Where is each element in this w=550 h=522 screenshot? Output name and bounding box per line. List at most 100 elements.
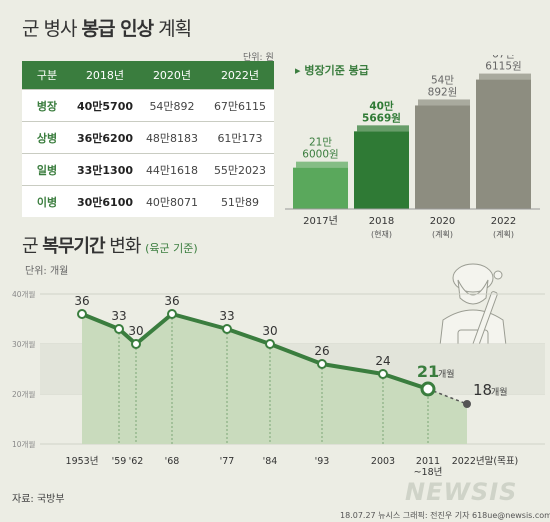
x-tick-label: ~18년 (414, 467, 443, 478)
bar-category-label: 2022 (491, 216, 516, 227)
bar (476, 79, 531, 210)
unit-label-month: 단위: 개월 (25, 266, 69, 277)
x-tick-label: 2003 (371, 456, 395, 467)
point-label: 24 (375, 354, 390, 368)
title1-suffix: 계획 (153, 18, 192, 40)
data-point (77, 309, 87, 319)
title1-prefix: 군 병사 (22, 18, 82, 40)
bar-legend: ▸ 병장기준 봉급 (295, 64, 369, 77)
pay-table: 구분 2018년 2020년 2022년 병장 40만5700 54만892 6… (22, 61, 274, 217)
x-tick-label: '84 (263, 456, 278, 467)
point-label: 36 (74, 294, 89, 308)
bar-legend-label: 병장기준 봉급 (304, 64, 369, 77)
data-point (222, 324, 232, 334)
table-cell: 48만8183 (145, 131, 199, 145)
bar-value-label: 5669원 (362, 111, 401, 124)
bar-value-label: 6000원 (302, 149, 338, 161)
bar-category-sub: (계획) (493, 229, 514, 239)
bar-value-label: 40만 (369, 99, 394, 112)
table-cell: 55만2023 (213, 163, 267, 177)
rank-cell: 이병 (36, 195, 58, 209)
data-point (317, 359, 327, 369)
bar-top (418, 99, 470, 106)
bar (415, 105, 470, 209)
bar-category-sub: (현재) (371, 230, 392, 239)
bar-top (357, 125, 409, 132)
point-label: 18 (473, 381, 492, 399)
bar-value-label: 54만 (431, 74, 454, 86)
y-tick-label: 20개월 (12, 389, 35, 399)
table-row: 상병 36만6200 48만8183 61만173 (22, 121, 274, 153)
bar-value-label: 67만 (492, 55, 515, 61)
data-point (114, 324, 124, 334)
bar (354, 131, 409, 209)
table-row: 병장 40만5700 54만892 67만6115 (22, 89, 274, 121)
bar-value-label: 21만 (309, 137, 332, 149)
point-label: 33 (219, 309, 234, 323)
x-tick-label: '59 (112, 456, 127, 467)
y-tick-label: 30개월 (12, 339, 35, 349)
point-label: 26 (314, 344, 329, 358)
header-cell: 2022년 (220, 69, 260, 82)
x-tick-label: 1953년 (66, 456, 99, 467)
table-cell: 67만6115 (213, 99, 267, 113)
data-point (378, 369, 388, 379)
data-point (167, 309, 177, 319)
data-point (420, 381, 436, 397)
title1-bold: 봉급 인상 (81, 18, 155, 40)
point-unit-label: 개월 (438, 368, 455, 380)
title2-prefix: 군 (22, 236, 43, 257)
table-cell: 40만5700 (76, 99, 134, 113)
data-point (131, 339, 141, 349)
y-tick-label: 10개월 (12, 439, 35, 449)
bar-top (296, 161, 348, 168)
table-row: 이병 30만6100 40만8071 51만89 (22, 185, 274, 217)
title2-bold: 복무기간 (42, 236, 105, 257)
chart-title-pay: 군 병사 봉급 인상 계획 (22, 14, 192, 41)
x-tick-label: 2011 (416, 456, 440, 467)
point-label: 33 (111, 309, 126, 323)
x-tick-label: '77 (220, 456, 235, 467)
newsis-logo: NEWSIS (405, 478, 518, 506)
x-tick-label: 2022년말(목표) (452, 455, 519, 467)
x-tick-label: '93 (315, 456, 330, 467)
rank-cell: 일병 (36, 163, 58, 177)
header-cell: 2018년 (85, 69, 125, 82)
table-cell: 33만1300 (76, 163, 134, 177)
source-note: 자료: 국방부 (12, 494, 65, 505)
table-cell: 51만89 (220, 195, 260, 209)
x-tick-label: '62 (129, 456, 144, 467)
point-label: 30 (128, 324, 143, 338)
rank-cell: 상병 (36, 131, 58, 145)
area-fill (82, 314, 467, 444)
data-point (265, 339, 275, 349)
bar-top (479, 73, 531, 80)
title2-suffix: 변화 (104, 236, 146, 257)
table-cell: 30만6100 (76, 195, 134, 209)
header-cell: 구분 (36, 69, 58, 82)
y-tick-label: 40개월 (12, 289, 35, 299)
bar (293, 167, 348, 209)
unit-label-won: 단위: 원 (243, 53, 274, 63)
table-cell: 54만892 (149, 99, 195, 113)
header-cell: 2020년 (152, 69, 192, 82)
bar-category-label: 2020 (430, 216, 455, 227)
table-cell: 44만1618 (145, 163, 199, 177)
point-label: 21 (417, 362, 439, 381)
point-label: 30 (262, 324, 277, 338)
bar-value-label: 892원 (428, 86, 458, 98)
bar-category-label: 2017년 (303, 215, 338, 227)
title2-sub: (육군 기준) (145, 242, 198, 255)
chart-title-service: 군 복무기간 변화 (육군 기준) (22, 232, 198, 258)
credit-line: 18.07.27 뉴시스 그래픽: 전진우 기자 618ue@newsis.co… (340, 511, 550, 520)
table-cell: 40만8071 (145, 195, 199, 209)
bar-value-label: 6115원 (485, 61, 521, 73)
bar-category-label: 2018 (369, 216, 394, 227)
data-point (463, 400, 471, 408)
table-cell: 61만173 (217, 131, 263, 145)
point-label: 36 (164, 294, 179, 308)
pay-table-header: 구분 2018년 2020년 2022년 (22, 61, 274, 89)
point-unit-label: 개월 (491, 386, 508, 398)
